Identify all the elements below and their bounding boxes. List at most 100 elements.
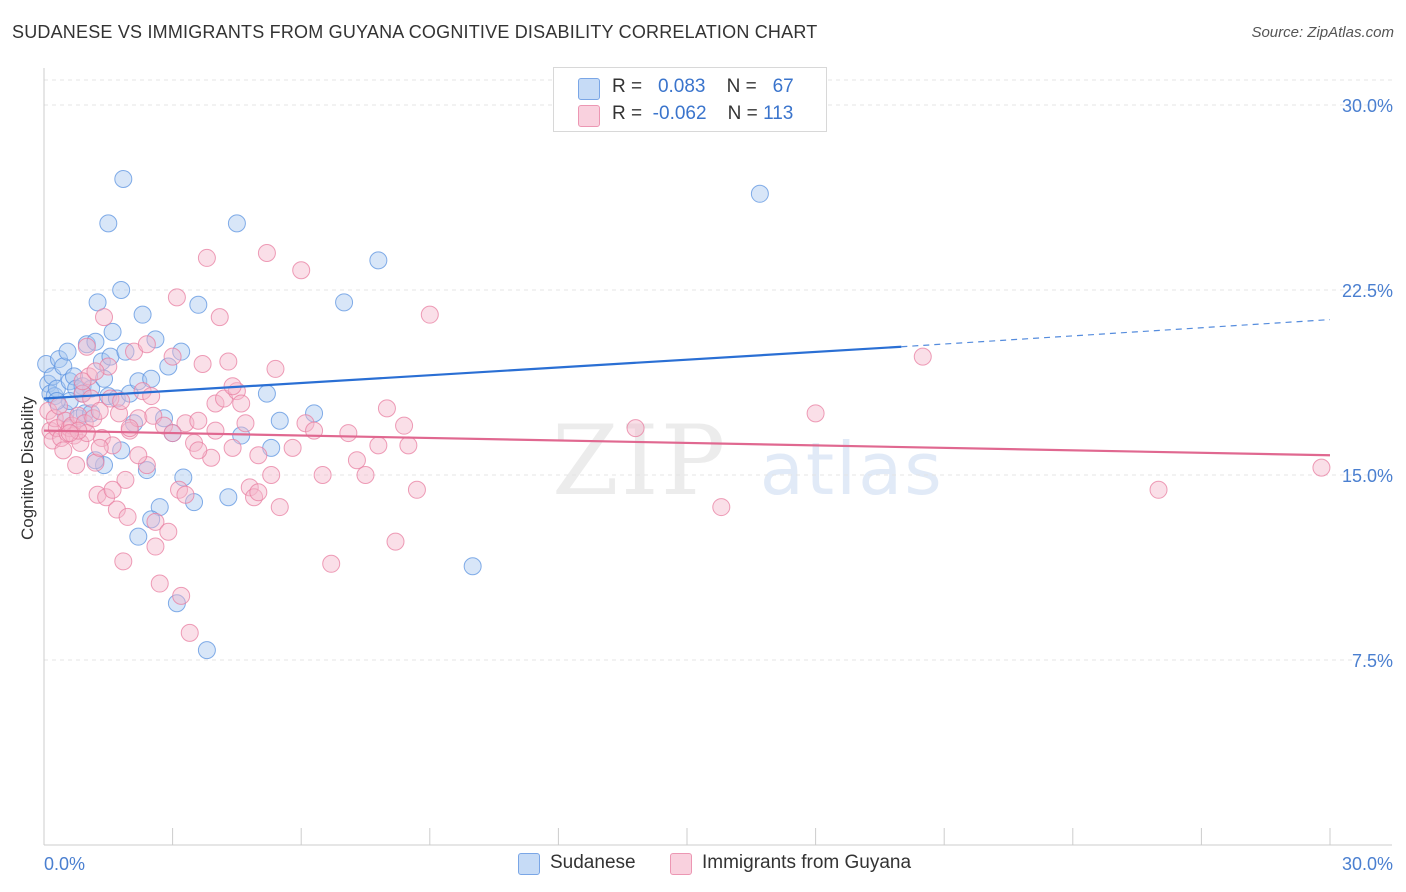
point-sudanese [159,357,178,376]
point-sudanese [369,251,388,270]
point-guyana [146,512,165,531]
grid [44,79,1392,661]
point-guyana [176,485,195,504]
point-guyana [249,483,268,502]
point-guyana [206,421,225,440]
x-ticks [43,828,1331,845]
point-guyana [1312,458,1331,477]
point-guyana [90,401,109,420]
point-guyana [73,372,92,391]
point-guyana [399,436,418,455]
point-guyana [219,352,238,371]
point-sudanese [150,498,169,517]
point-sudanese [270,411,289,430]
source-label: Source: ZipAtlas.com [1251,24,1394,41]
point-guyana [146,537,165,556]
x-tick-label-min: 0.0% [44,854,85,874]
point-sudanese [146,330,165,349]
x-tick-label-max: 30.0% [1342,854,1393,874]
point-guyana [103,480,122,499]
trend-line-sudanese [43,345,902,400]
point-guyana [232,394,251,413]
point-guyana [193,355,212,373]
point-guyana [806,404,825,423]
legend-n-label: N = [726,76,757,97]
legend-n-value: 67 [772,76,794,97]
point-guyana [95,308,114,327]
point-guyana [913,347,932,366]
bottom-legend-label-sudanese: Sudanese [550,852,636,873]
point-guyana [163,347,182,366]
point-guyana [240,478,259,497]
point-guyana [386,532,405,551]
point-guyana [420,305,439,324]
legend-swatch-guyana [578,105,600,127]
y-tick-label: 15.0% [1342,466,1393,486]
legend: R = 0.083 N = 67 R = -0.062 N = 113 [553,67,827,132]
point-guyana [150,574,169,593]
trend-line-sudanese-extension [901,319,1331,348]
point-sudanese [58,342,77,361]
point-guyana [54,441,73,460]
point-sudanese [257,384,276,403]
point-guyana [1149,480,1168,499]
point-guyana [167,288,186,307]
point-guyana [90,438,109,457]
point-guyana [118,507,137,526]
point-guyana [189,441,208,460]
point-sudanese [88,293,107,312]
legend-r-label: R = [612,76,643,97]
point-guyana [626,419,645,438]
points [37,170,1331,660]
bottom-legend-swatch-sudanese [518,853,540,875]
y-tick-label: 22.5% [1342,281,1393,301]
point-sudanese [189,295,208,314]
point-guyana [114,552,133,571]
legend-r-value: -0.062 [652,103,707,124]
point-guyana [84,409,103,428]
point-sudanese [172,342,191,361]
point-sudanese [129,527,148,546]
point-guyana [270,498,289,517]
bottom-legend-swatch-guyana [670,853,692,875]
point-guyana [129,446,148,465]
watermark-zip: ZIP [552,405,728,517]
point-sudanese [112,281,131,299]
point-sudanese [750,184,769,203]
point-sudanese [114,170,133,188]
point-guyana [180,623,199,642]
point-sudanese [155,409,174,428]
point-guyana [249,446,268,465]
point-guyana [292,261,311,280]
watermark: ZIP atlas [552,405,944,517]
point-guyana [82,389,101,408]
chart-title: SUDANESE VS IMMIGRANTS FROM GUYANA COGNI… [12,22,818,42]
point-guyana [112,392,131,410]
point-guyana [236,414,255,433]
point-guyana [712,498,731,517]
point-sudanese [86,332,105,351]
point-sudanese [197,641,216,660]
point-guyana [257,244,276,262]
point-sudanese [137,461,156,480]
point-guyana [223,438,242,457]
point-guyana [120,419,139,438]
point-sudanese [463,557,482,576]
point-sudanese [227,214,246,233]
point-guyana [395,416,414,435]
point-guyana [339,424,358,443]
legend-r-label: R = [612,103,643,124]
point-guyana [377,399,396,418]
point-guyana [313,466,332,484]
point-guyana [206,394,225,413]
point-guyana [347,451,366,470]
point-guyana [322,554,341,573]
point-guyana [369,436,388,455]
point-sudanese [99,214,118,233]
point-guyana [67,456,86,475]
point-guyana [159,522,178,541]
point-guyana [210,308,229,327]
point-guyana [356,466,375,484]
point-guyana [86,453,105,472]
point-sudanese [112,441,131,460]
